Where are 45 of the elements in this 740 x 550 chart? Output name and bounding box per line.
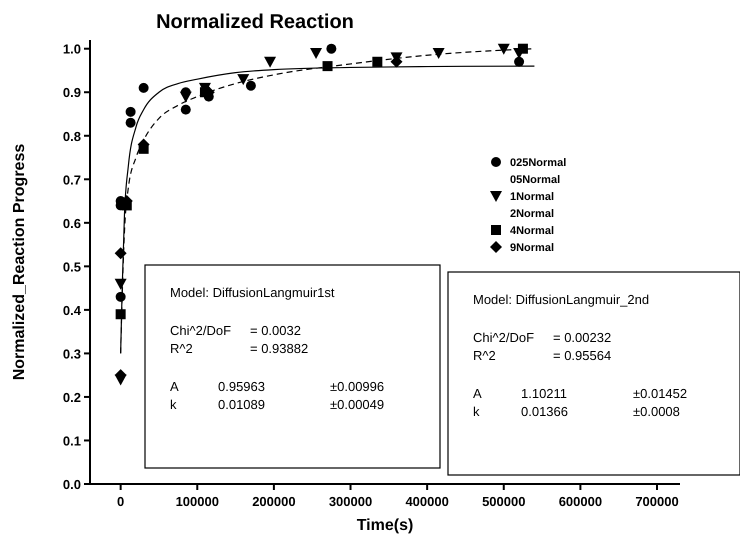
legend-label: 05Normal bbox=[510, 174, 560, 186]
x-tick-label: 0 bbox=[117, 494, 124, 509]
y-tick-label: 0.5 bbox=[62, 259, 81, 274]
point bbox=[180, 104, 191, 115]
annotation: Model: DiffusionLangmuir_2nd bbox=[473, 292, 650, 307]
x-tick-label: 500000 bbox=[482, 494, 526, 509]
x-tick-label: 300000 bbox=[328, 494, 372, 509]
point bbox=[326, 44, 336, 54]
y-tick-label: 0.3 bbox=[62, 346, 81, 362]
y-tick-label: 0.9 bbox=[62, 85, 81, 100]
point bbox=[126, 118, 136, 128]
y-tick-label: 1.0 bbox=[62, 42, 81, 57]
y-tick-label: 0.6 bbox=[62, 216, 81, 231]
y-tick-label: 0.2 bbox=[62, 390, 81, 405]
x-tick-label: 600000 bbox=[558, 494, 602, 509]
point bbox=[432, 48, 445, 60]
x-tick-label: 400000 bbox=[405, 494, 449, 509]
point bbox=[180, 92, 192, 103]
y-tick-label: 0.1 bbox=[62, 433, 81, 448]
point bbox=[498, 44, 510, 55]
chart-title: Normalized Reaction bbox=[156, 11, 354, 33]
point bbox=[237, 74, 250, 86]
x-tick-label: 200000 bbox=[252, 494, 296, 509]
x-tick-label: 100000 bbox=[176, 494, 219, 509]
point bbox=[264, 56, 276, 68]
point bbox=[246, 80, 256, 91]
legend-label: 1Normal bbox=[510, 191, 554, 203]
point bbox=[138, 82, 149, 93]
legend-label: 025Normal bbox=[510, 157, 566, 169]
point bbox=[310, 48, 322, 60]
point bbox=[518, 44, 528, 54]
y-tick-label: 0.0 bbox=[62, 477, 81, 492]
annotation: Model: DiffusionLangmuir1st bbox=[170, 285, 335, 300]
point bbox=[126, 106, 136, 117]
legend-label: 4Normal bbox=[510, 225, 554, 237]
text-box: Model: DiffusionLangmuir_2nd Chi^2/DoF = 0.00232 R^2 = 0.95564 A 1.10211 ±0.01452 k 0.01366 ±0.0008 bbox=[447, 271, 740, 476]
text-box: Model: DiffusionLangmuir1st Chi^2/DoF = 0.0032 R^2 = 0.93882 A 0.95963 ±0.00996 k 0.01089 ±0.00049 bbox=[144, 264, 441, 469]
y-tick-label: 0.8 bbox=[62, 128, 81, 144]
y-tick-label: 0.4 bbox=[62, 302, 82, 318]
y-axis-title: Normalized_Reaction Progress bbox=[11, 144, 28, 380]
y-tick-label: 0.7 bbox=[62, 172, 81, 188]
x-axis-title: Time(s) bbox=[356, 517, 414, 534]
legend-label: 2Normal bbox=[510, 208, 554, 220]
x-tick-label: 700000 bbox=[635, 494, 679, 509]
legend-label: 9Normal bbox=[510, 242, 554, 254]
